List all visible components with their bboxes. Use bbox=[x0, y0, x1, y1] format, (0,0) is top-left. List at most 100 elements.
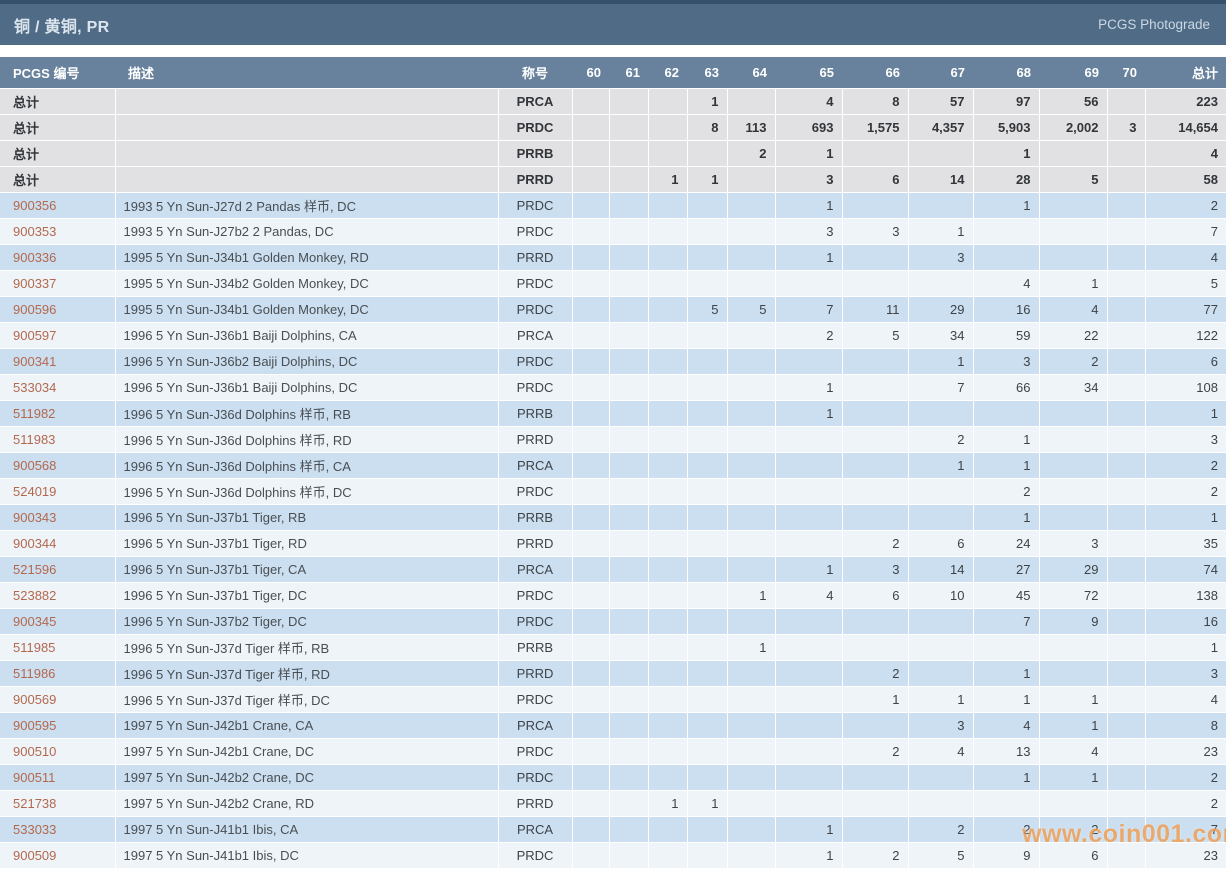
total-cell: 74 bbox=[1145, 556, 1226, 583]
grade-cell: 4,357 bbox=[908, 114, 974, 141]
grade-cell bbox=[687, 504, 728, 531]
column-header-7: 64 bbox=[727, 57, 775, 89]
pcgs-number-link[interactable]: 533034 bbox=[0, 374, 116, 401]
total-cell: 6 bbox=[1145, 348, 1226, 375]
grade-cell bbox=[609, 322, 649, 349]
pcgs-number-link[interactable]: 521738 bbox=[0, 790, 116, 817]
pcgs-number-link[interactable]: 521596 bbox=[0, 556, 116, 583]
pcgs-number-link[interactable]: 900595 bbox=[0, 712, 116, 739]
designation-cell: PRDC bbox=[498, 764, 573, 791]
grade-cell bbox=[687, 608, 728, 635]
pcgs-number-link[interactable]: 900569 bbox=[0, 686, 116, 713]
grade-cell: 24 bbox=[973, 530, 1040, 557]
grade-cell bbox=[1107, 738, 1146, 765]
grade-cell bbox=[1107, 530, 1146, 557]
pcgs-number-link[interactable]: 900343 bbox=[0, 504, 116, 531]
grade-cell bbox=[1107, 348, 1146, 375]
grade-cell bbox=[727, 842, 776, 869]
page-title: 铜 / 黄铜, PR bbox=[14, 18, 110, 36]
grade-cell bbox=[727, 400, 776, 427]
table-row: 900341 1996 5 Yn Sun-J36b2 Baiji Dolphins… bbox=[0, 348, 1226, 375]
grade-cell: 2 bbox=[908, 816, 974, 843]
grade-cell: 4 bbox=[775, 88, 843, 115]
grade-cell bbox=[1107, 764, 1146, 791]
photograde-label: PCGS Photograde bbox=[1098, 17, 1210, 32]
grade-cell bbox=[1107, 296, 1146, 323]
grade-cell bbox=[572, 218, 610, 245]
pcgs-number-link[interactable]: 523882 bbox=[0, 582, 116, 609]
pcgs-number-link[interactable]: 900337 bbox=[0, 270, 116, 297]
pcgs-number-link[interactable]: 900510 bbox=[0, 738, 116, 765]
grade-cell: 11 bbox=[842, 296, 909, 323]
pcgs-number-link[interactable]: 900353 bbox=[0, 218, 116, 245]
grade-cell bbox=[908, 400, 974, 427]
grade-cell bbox=[842, 790, 909, 817]
grade-cell bbox=[648, 374, 688, 401]
grade-cell bbox=[908, 764, 974, 791]
column-header-14: 总计 bbox=[1145, 57, 1226, 89]
grade-cell: 3 bbox=[973, 348, 1040, 375]
description-cell: 1993 5 Yn Sun-J27d 2 Pandas 样币, DC bbox=[115, 192, 499, 219]
grade-cell bbox=[1039, 244, 1108, 271]
table-row: 511983 1996 5 Yn Sun-J36d Dolphins 样币, RD… bbox=[0, 426, 1226, 453]
total-cell: 16 bbox=[1145, 608, 1226, 635]
grade-cell: 1 bbox=[1039, 764, 1108, 791]
designation-cell: PRDC bbox=[498, 608, 573, 635]
grade-cell bbox=[727, 244, 776, 271]
pcgs-number-link[interactable]: 511986 bbox=[0, 660, 116, 687]
designation-cell: PRDC bbox=[498, 348, 573, 375]
column-header-9: 66 bbox=[842, 57, 908, 89]
grade-cell: 693 bbox=[775, 114, 843, 141]
grade-cell: 4 bbox=[973, 270, 1040, 297]
designation-cell: PRDC bbox=[498, 270, 573, 297]
grade-cell bbox=[727, 88, 776, 115]
grade-cell bbox=[572, 686, 610, 713]
grade-cell bbox=[727, 322, 776, 349]
grade-cell bbox=[842, 608, 909, 635]
total-cell: 108 bbox=[1145, 374, 1226, 401]
pcgs-number-link[interactable]: 524019 bbox=[0, 478, 116, 505]
grade-cell bbox=[609, 686, 649, 713]
pcgs-number-link[interactable]: 900568 bbox=[0, 452, 116, 479]
pcgs-number-link[interactable]: 900341 bbox=[0, 348, 116, 375]
grade-cell bbox=[609, 712, 649, 739]
grade-cell: 1 bbox=[648, 790, 688, 817]
pcgs-number-link[interactable]: 511983 bbox=[0, 426, 116, 453]
grade-cell bbox=[572, 738, 610, 765]
column-header-6: 63 bbox=[687, 57, 727, 89]
pcgs-number-link[interactable]: 511982 bbox=[0, 400, 116, 427]
table-row: 900509 1997 5 Yn Sun-J41b1 Ibis, DC PRDC 1 2… bbox=[0, 842, 1226, 869]
pcgs-number-link[interactable]: 900345 bbox=[0, 608, 116, 635]
grade-cell bbox=[727, 166, 776, 193]
pcgs-number-link[interactable]: 900597 bbox=[0, 322, 116, 349]
grade-cell: 1 bbox=[727, 634, 776, 661]
description-cell: 1997 5 Yn Sun-J42b1 Crane, DC bbox=[115, 738, 499, 765]
pcgs-number-link[interactable]: 900509 bbox=[0, 842, 116, 869]
grade-cell: 59 bbox=[973, 322, 1040, 349]
grade-cell: 3 bbox=[908, 244, 974, 271]
grade-cell bbox=[1039, 634, 1108, 661]
grade-cell bbox=[1039, 218, 1108, 245]
description-cell: 1995 5 Yn Sun-J34b1 Golden Monkey, RD bbox=[115, 244, 499, 271]
grade-cell bbox=[609, 270, 649, 297]
column-header-8: 65 bbox=[775, 57, 842, 89]
grade-cell bbox=[648, 400, 688, 427]
total-cell: 1 bbox=[1145, 634, 1226, 661]
grade-cell bbox=[727, 218, 776, 245]
designation-cell: PRRB bbox=[498, 400, 573, 427]
pcgs-number-link[interactable]: 900511 bbox=[0, 764, 116, 791]
pcgs-number-link[interactable]: 900596 bbox=[0, 296, 116, 323]
table-row: 900510 1997 5 Yn Sun-J42b1 Crane, DC PRDC 2… bbox=[0, 738, 1226, 765]
grade-cell: 28 bbox=[973, 166, 1040, 193]
grade-cell bbox=[1107, 140, 1146, 167]
pcgs-number-link[interactable]: 511985 bbox=[0, 634, 116, 661]
grade-cell bbox=[727, 426, 776, 453]
pcgs-number-link[interactable]: 900356 bbox=[0, 192, 116, 219]
header-row: PCGS 编号 描述 称号 60 61 62 63 64 65 66 67 68 69 70 总计 bbox=[0, 57, 1226, 89]
pcgs-number-link[interactable]: 900344 bbox=[0, 530, 116, 557]
grade-cell bbox=[842, 816, 909, 843]
grade-cell bbox=[572, 634, 610, 661]
pcgs-number-link[interactable]: 900336 bbox=[0, 244, 116, 271]
grade-cell: 2 bbox=[1039, 348, 1108, 375]
pcgs-number-link[interactable]: 533033 bbox=[0, 816, 116, 843]
